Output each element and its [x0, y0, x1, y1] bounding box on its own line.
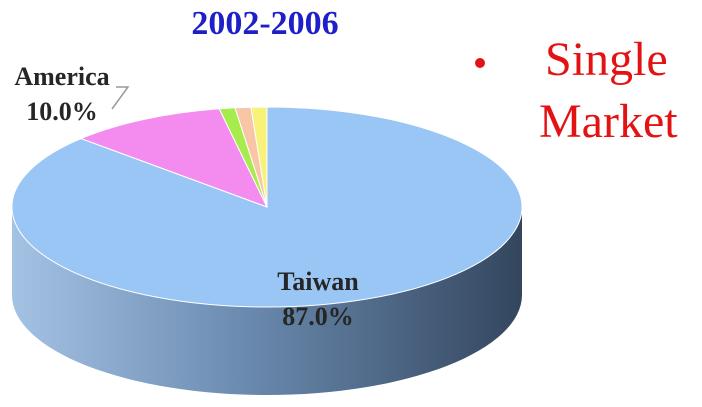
- value-label: 87.0%: [282, 302, 354, 331]
- slice-label: America: [14, 62, 109, 91]
- slice-label: Taiwan: [277, 267, 359, 296]
- chart-title: 2002-2006: [191, 5, 338, 42]
- leader-line: [111, 86, 130, 110]
- bullet: [475, 58, 485, 68]
- value-label: 10.0%: [26, 97, 98, 126]
- slice-side: [12, 207, 522, 395]
- slice: [250, 106, 268, 208]
- bullet-text: Market: [539, 95, 678, 148]
- bullet-text: Single: [545, 33, 668, 86]
- slice: [79, 108, 268, 208]
